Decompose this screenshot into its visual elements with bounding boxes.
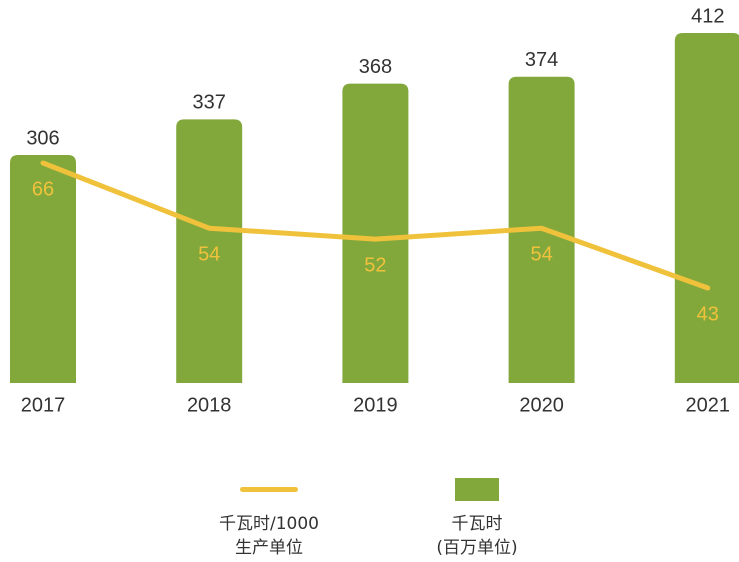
bar xyxy=(176,119,243,384)
legend-label: 千瓦时/1000 生产单位 xyxy=(219,514,319,558)
x-tick-label: 2020 xyxy=(519,394,564,416)
x-tick-label: 2019 xyxy=(353,394,398,416)
bar-value-label: 374 xyxy=(525,49,558,71)
line-value-label: 66 xyxy=(32,178,54,200)
x-tick-label: 2021 xyxy=(686,394,731,416)
line-value-label: 43 xyxy=(697,303,719,325)
bar-value-label: 412 xyxy=(691,5,724,27)
line-value-label: 52 xyxy=(364,254,386,276)
bar-value-label: 368 xyxy=(359,56,392,78)
bar-value-label: 337 xyxy=(193,92,226,114)
x-tick-label: 2018 xyxy=(187,394,232,416)
legend-bar-swatch xyxy=(455,478,499,501)
x-tick-label: 2017 xyxy=(21,394,66,416)
bar xyxy=(674,33,739,383)
chart: 2017 2018 2019 2020 2021 306 337 368 374 412 66 54 5… xyxy=(10,5,739,416)
line-value-label: 54 xyxy=(530,243,552,265)
line xyxy=(40,160,711,291)
bar xyxy=(342,83,409,383)
bar xyxy=(10,155,76,383)
legend-label: 千瓦时 (百万单位) xyxy=(436,514,518,558)
bar-value-label: 306 xyxy=(26,127,59,149)
line-value-label: 54 xyxy=(198,243,220,265)
legend-line-swatch xyxy=(240,487,298,492)
